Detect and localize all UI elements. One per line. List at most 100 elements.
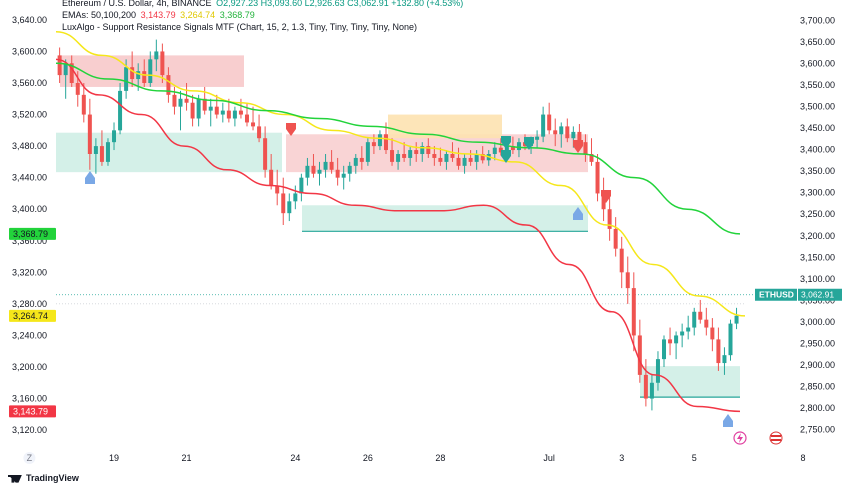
left-axis-tick: 3,400.00 <box>12 204 47 214</box>
candle-body <box>105 142 110 162</box>
x-axis-tick: 19 <box>109 453 119 463</box>
candle <box>420 142 425 162</box>
candle <box>257 114 262 143</box>
right-axis-tick: 3,100.00 <box>800 274 835 284</box>
candle <box>390 138 395 166</box>
candle <box>190 94 195 127</box>
candle <box>734 307 739 330</box>
badge-label: 3,143.79 <box>13 406 48 416</box>
right-axis-tick: 3,600.00 <box>800 59 835 69</box>
candle <box>565 118 570 143</box>
candle-body <box>172 94 177 107</box>
candle-body <box>142 71 147 83</box>
left-axis-tick: 3,600.00 <box>12 46 47 56</box>
candle-body <box>504 146 509 153</box>
right-axis-tick: 3,300.00 <box>800 188 835 198</box>
candle-body <box>190 102 195 119</box>
ema-line-200 <box>55 62 741 235</box>
candle-body <box>680 331 685 336</box>
left-price-badge: 3,264.74 <box>9 309 56 322</box>
x-axis-tick: Z <box>27 453 33 463</box>
supply-zone <box>388 114 502 139</box>
candle <box>81 83 86 123</box>
right-axis-tick: 3,200.00 <box>800 231 835 241</box>
x-axis-tick: Jul <box>543 453 555 463</box>
candle <box>728 319 733 361</box>
candle <box>680 323 685 348</box>
candle <box>710 318 715 352</box>
candle <box>232 106 237 127</box>
right-axis-tick: 3,650.00 <box>800 37 835 47</box>
signal-tag-shape <box>723 414 733 427</box>
signal-tag <box>573 140 583 153</box>
left-axis-tick: 3,240.00 <box>12 330 47 340</box>
candle-body <box>456 157 461 166</box>
signal-tag-shape <box>501 136 511 149</box>
badge-label: 3,264.74 <box>13 311 48 321</box>
candle-body <box>722 355 727 364</box>
indicator-label: LuxAlgo - Support Resistance Signals MTF… <box>62 22 417 32</box>
tradingview-logo-icon <box>8 474 22 483</box>
candle-body <box>704 319 709 328</box>
candle <box>492 142 497 161</box>
us-flag-icon <box>769 431 783 445</box>
candle-body <box>686 327 691 332</box>
candle-body <box>112 130 117 143</box>
candle-body <box>136 71 141 80</box>
symbol-badge-label: ETHUSD <box>759 290 794 300</box>
candle <box>662 335 667 367</box>
candle-body <box>371 142 376 147</box>
candle-body <box>662 339 667 360</box>
candle <box>178 90 183 131</box>
candle <box>63 59 68 99</box>
candle-body <box>674 335 679 344</box>
candle-body <box>408 150 413 158</box>
candle-body <box>263 138 268 170</box>
candle-body <box>166 75 171 95</box>
candle-body <box>232 110 237 119</box>
right-axis-tick: 3,500.00 <box>800 102 835 112</box>
flag-stripe <box>771 439 781 441</box>
candle <box>396 150 401 170</box>
badge-label: 3,368.79 <box>13 229 48 239</box>
candle <box>184 83 189 111</box>
candle <box>704 307 709 336</box>
candle-body <box>329 161 334 170</box>
candle <box>220 102 225 123</box>
candle-body <box>69 63 74 83</box>
candle-body <box>728 323 733 356</box>
axis-zoom-button <box>23 452 36 464</box>
right-axis-tick: 3,450.00 <box>800 123 835 133</box>
candle-body <box>377 134 382 147</box>
right-axis-tick: 2,950.00 <box>800 338 835 348</box>
candle <box>414 142 419 162</box>
candle-body <box>565 126 570 139</box>
candle <box>341 165 346 190</box>
candle <box>432 146 437 166</box>
candle-body <box>323 161 328 170</box>
candle <box>359 146 364 170</box>
candle <box>444 150 449 170</box>
candle-body <box>698 311 703 320</box>
candle-body <box>63 63 68 76</box>
ema100-value: 3,264.74 <box>180 10 216 20</box>
candle <box>112 122 117 151</box>
candle-body <box>480 154 485 161</box>
signal-tag <box>501 150 511 163</box>
candle <box>299 173 304 202</box>
candle-body <box>710 327 715 340</box>
candle-body <box>269 169 274 186</box>
candle <box>166 67 171 103</box>
candle <box>559 122 564 148</box>
candle-body <box>655 359 660 383</box>
left-axis-tick: 3,560.00 <box>12 78 47 88</box>
candle <box>118 83 123 135</box>
left-axis-tick: 3,640.00 <box>12 15 47 25</box>
candle-body <box>305 165 310 178</box>
left-axis-tick: 3,200.00 <box>12 362 47 372</box>
ema-legend: EMAs: 50,100,200 3,143.79 3,264.74 3,368… <box>62 10 255 20</box>
candle <box>148 51 153 87</box>
lightning-bolt-icon <box>737 433 743 443</box>
candle-body <box>619 248 624 273</box>
